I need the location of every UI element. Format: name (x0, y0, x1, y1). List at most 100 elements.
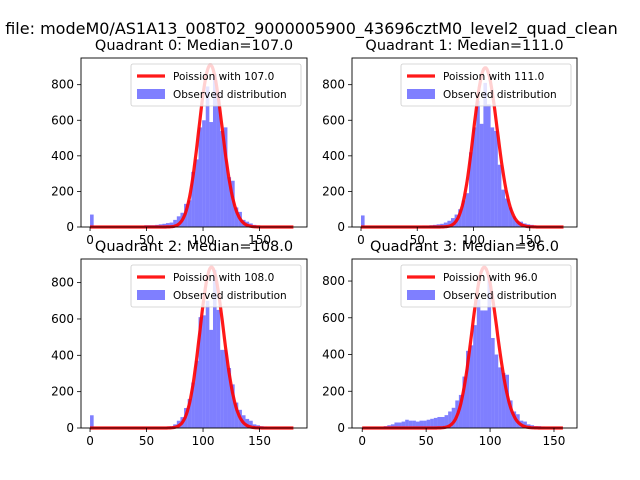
x-tick-label: 100 (479, 434, 502, 448)
y-tick-label: 200 (51, 184, 74, 198)
histogram-bar (191, 171, 195, 227)
histogram-bar (234, 207, 239, 227)
x-tick-label: 0 (86, 233, 94, 247)
x-tick-label: 0 (357, 233, 365, 247)
histogram-bar (202, 120, 206, 227)
histogram-bar (497, 164, 502, 227)
histogram-bar (426, 419, 431, 428)
histogram-bar (512, 216, 516, 227)
histogram-bar (176, 216, 181, 227)
histogram-bar (405, 419, 409, 428)
legend-bar-swatch (407, 290, 435, 300)
histogram-bar (90, 214, 94, 227)
histogram-bar (194, 159, 199, 227)
histogram-bar (476, 299, 481, 428)
histogram-bar (462, 376, 467, 428)
histogram-bar (501, 372, 506, 428)
histogram-bar (412, 420, 416, 428)
histogram-bar (469, 345, 474, 428)
histogram-bar (394, 422, 399, 428)
y-tick-label: 0 (66, 220, 74, 234)
histogram-bar (483, 310, 488, 428)
histogram-bar (220, 349, 224, 428)
legend-bar-swatch (137, 290, 165, 300)
histogram-bar (209, 122, 213, 227)
histogram-bar (227, 368, 232, 428)
legend-bar-swatch (407, 89, 435, 99)
histogram-bar (249, 420, 253, 428)
histogram-bar (458, 394, 463, 428)
legend-label: Poission with 96.0 (443, 272, 538, 284)
histogram-bar (194, 360, 199, 428)
y-tick-label: 600 (322, 113, 345, 127)
axes-frame (80, 57, 308, 228)
histogram-bar (165, 223, 170, 227)
histogram-bar (479, 123, 484, 227)
histogram-bar (205, 300, 210, 428)
y-tick-label: 400 (51, 149, 74, 163)
x-tick-label: 50 (410, 233, 425, 247)
histogram-bar (490, 127, 495, 227)
histogram-bar (423, 420, 427, 428)
histogram-bar (501, 189, 505, 227)
histogram-bar (508, 400, 513, 428)
subplot-title: Quadrant 0: Median=107.0 (95, 38, 293, 54)
histogram-bar (198, 127, 203, 227)
subplot-title: Quadrant 3: Median=96.0 (370, 239, 559, 255)
x-tick-label: 100 (192, 233, 215, 247)
histogram-bar (415, 421, 420, 428)
y-tick-label: 200 (51, 385, 74, 399)
histogram-bar (223, 349, 228, 428)
y-tick-label: 0 (337, 220, 345, 234)
histogram-bar (476, 100, 480, 227)
y-tick-label: 800 (51, 78, 74, 92)
histogram-bar (458, 209, 462, 227)
histogram-bar (523, 421, 527, 428)
histogram-bar (398, 422, 402, 428)
histogram-bar (212, 74, 217, 227)
subplot-quadrant-1: Quadrant 1: Median=111.0 0 50 100 150 0 200 400… (322, 38, 578, 247)
legend-box (400, 264, 572, 308)
histogram-bar (466, 350, 470, 428)
subplot-title: Quadrant 2: Median=108.0 (95, 239, 293, 255)
legend-label: Poission with 111.0 (443, 71, 544, 83)
histogram-bar (90, 415, 94, 428)
legend-label: Poission with 107.0 (173, 71, 274, 83)
histogram-bar (508, 207, 513, 227)
x-tick-label: 0 (358, 434, 366, 448)
legend-box (130, 63, 302, 107)
axes-frame (351, 57, 578, 228)
y-tick-label: 0 (66, 421, 74, 435)
y-tick-label: 600 (51, 113, 74, 127)
histogram-bar (169, 222, 174, 227)
x-tick-label: 150 (248, 434, 271, 448)
x-tick-label: 100 (462, 233, 485, 247)
y-tick-label: 600 (322, 311, 345, 325)
x-tick-label: 150 (543, 434, 566, 448)
histogram-bar (487, 277, 492, 428)
y-tick-label: 800 (322, 274, 345, 288)
subplot-quadrant-0: Quadrant 0: Median=107.0 0 50 100 150 0 200 400… (51, 38, 308, 247)
histogram-bar (494, 354, 499, 428)
y-tick-label: 800 (322, 78, 345, 92)
histogram-bar (209, 329, 213, 428)
subplot-quadrant-3: Quadrant 3: Median=96.0 0 50 100 150 0 200 400 6… (322, 239, 578, 448)
y-tick-label: 200 (322, 184, 345, 198)
x-tick-label: 100 (192, 434, 215, 448)
histogram-bar (430, 418, 434, 428)
legend-label: Poission with 108.0 (173, 272, 274, 284)
histogram-bar (212, 269, 217, 428)
histogram-bar (227, 177, 232, 227)
subplot-title: Quadrant 1: Median=111.0 (365, 38, 563, 54)
y-tick-label: 200 (322, 384, 345, 398)
histogram-bar (440, 416, 445, 428)
histogram-bar (448, 411, 452, 428)
y-tick-label: 400 (322, 348, 345, 362)
histogram-bar (437, 416, 441, 428)
y-tick-label: 600 (51, 312, 74, 326)
histogram-bar (198, 317, 203, 428)
histogram-bar (223, 127, 228, 227)
histogram-bar (361, 215, 365, 227)
histogram-bar (390, 424, 395, 428)
